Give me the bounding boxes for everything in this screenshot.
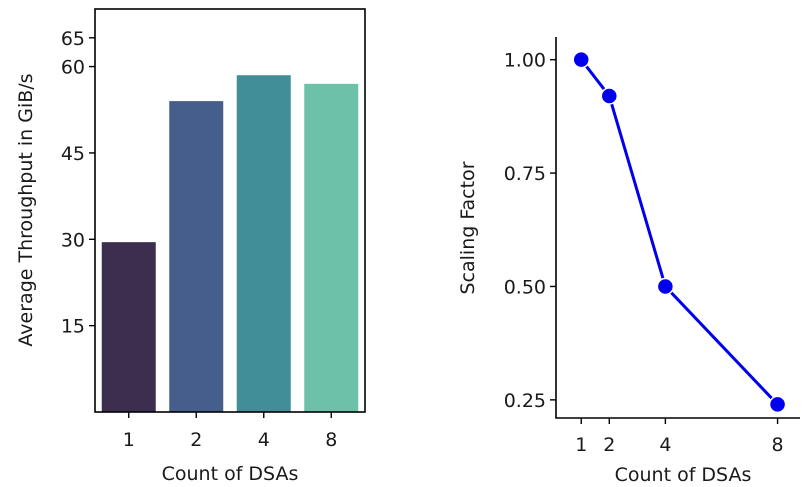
line-chart-x-label: Count of DSAs xyxy=(615,464,752,486)
bar-1 xyxy=(101,242,156,412)
bar-4 xyxy=(236,75,291,412)
data-point-2 xyxy=(600,87,619,105)
x-tick-label: 2 xyxy=(190,429,202,451)
data-point-4 xyxy=(656,277,675,296)
line-chart-axes xyxy=(555,37,800,419)
bar-chart-y-label: Average Throughput in GiB/s xyxy=(15,73,37,346)
y-tick-label: 45 xyxy=(61,143,85,165)
x-tick-label: 8 xyxy=(772,434,784,456)
y-tick-label: 0.75 xyxy=(504,163,546,185)
y-tick-label: 30 xyxy=(61,229,85,251)
y-tick-label: 0.50 xyxy=(504,276,546,298)
x-tick-label: 1 xyxy=(123,429,135,451)
x-tick-label: 2 xyxy=(603,434,615,456)
bar-chart-frame xyxy=(94,8,366,413)
x-tick-label: 4 xyxy=(659,434,671,456)
bar-chart-x-label: Count of DSAs xyxy=(162,463,299,485)
y-tick-label: 65 xyxy=(61,28,85,50)
line-chart-y-label: Scaling Factor xyxy=(457,161,479,294)
y-tick-label: 15 xyxy=(61,316,85,338)
data-point-8 xyxy=(768,395,787,414)
bar-2 xyxy=(169,101,224,412)
x-tick-label: 1 xyxy=(575,434,587,456)
y-tick-label: 1.00 xyxy=(504,50,546,72)
y-tick-label: 60 xyxy=(61,57,85,79)
scaling-factor-line xyxy=(580,58,779,406)
bar-8 xyxy=(304,83,359,412)
data-point-1 xyxy=(572,50,590,69)
x-tick-label: 8 xyxy=(325,429,337,451)
x-tick-label: 4 xyxy=(258,429,270,451)
bar-chart-panel: 15 30 45 60 65 1 2 4 8 Count of DSAs Average Th… xyxy=(15,8,366,485)
y-tick-label: 0.25 xyxy=(504,390,546,412)
